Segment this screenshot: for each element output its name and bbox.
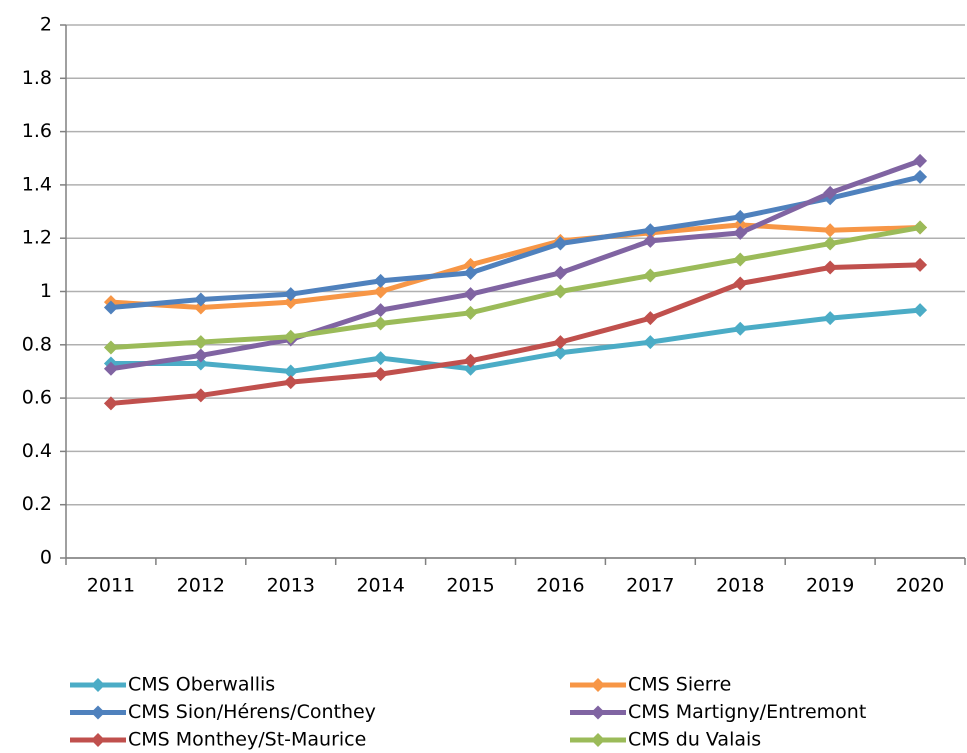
data-point bbox=[373, 316, 388, 331]
y-tick-label: 1.4 bbox=[22, 173, 52, 195]
data-point bbox=[463, 287, 478, 302]
y-tick-label: 0 bbox=[40, 547, 52, 569]
data-point bbox=[283, 364, 298, 379]
x-tick-label: 2013 bbox=[267, 575, 315, 597]
data-point bbox=[463, 361, 478, 376]
data-point bbox=[733, 209, 748, 224]
data-point bbox=[553, 236, 568, 251]
data-point bbox=[913, 303, 928, 318]
data-point bbox=[913, 257, 928, 272]
data-point bbox=[193, 356, 208, 371]
legend-marker bbox=[591, 705, 605, 720]
x-tick-label: 2017 bbox=[626, 575, 674, 597]
data-point bbox=[553, 284, 568, 299]
data-point bbox=[553, 335, 568, 350]
x-tick-label: 2011 bbox=[87, 575, 135, 597]
x-tick-label: 2014 bbox=[356, 575, 404, 597]
legend-label: CMS Sierre bbox=[628, 674, 731, 696]
data-point bbox=[283, 375, 298, 390]
series-line bbox=[110, 225, 921, 350]
data-point bbox=[823, 236, 838, 251]
data-point bbox=[373, 367, 388, 382]
data-point bbox=[103, 340, 118, 355]
legend-label: CMS Oberwallis bbox=[128, 674, 275, 696]
legend-label: CMS du Valais bbox=[628, 729, 761, 751]
x-tick-label: 2020 bbox=[896, 575, 944, 597]
data-point bbox=[823, 311, 838, 326]
data-point bbox=[193, 292, 208, 307]
y-tick-label: 0.4 bbox=[22, 440, 52, 462]
y-tick-label: 1.8 bbox=[22, 67, 52, 89]
y-tick-label: 0.2 bbox=[22, 493, 52, 515]
data-point bbox=[913, 169, 928, 184]
x-tick-label: 2015 bbox=[446, 575, 494, 597]
data-point bbox=[733, 225, 748, 240]
legend-marker bbox=[91, 705, 105, 720]
data-point bbox=[463, 257, 478, 272]
data-point bbox=[913, 153, 928, 168]
data-point bbox=[373, 273, 388, 288]
y-tick-label: 1.6 bbox=[22, 120, 52, 142]
data-point bbox=[643, 223, 658, 238]
data-point bbox=[643, 233, 658, 248]
legend-label: CMS Martigny/Entremont bbox=[628, 701, 866, 723]
legend-marker bbox=[591, 678, 605, 692]
data-point bbox=[103, 300, 118, 315]
data-point bbox=[193, 348, 208, 363]
data-point bbox=[643, 268, 658, 283]
legend-marker bbox=[91, 733, 105, 747]
y-tick-label: 1 bbox=[40, 280, 52, 302]
data-point bbox=[373, 351, 388, 366]
data-point bbox=[823, 185, 838, 200]
data-point bbox=[193, 388, 208, 403]
legend-marker bbox=[91, 678, 105, 692]
data-point bbox=[373, 303, 388, 318]
series-line bbox=[110, 262, 921, 406]
series-line bbox=[110, 307, 921, 374]
data-point bbox=[733, 321, 748, 336]
x-tick-label: 2018 bbox=[716, 575, 764, 597]
data-point bbox=[553, 345, 568, 360]
data-point bbox=[283, 295, 298, 310]
data-point bbox=[823, 223, 838, 238]
series-line bbox=[110, 222, 921, 310]
data-point bbox=[463, 305, 478, 320]
legend-label: CMS Sion/Hérens/Conthey bbox=[128, 701, 376, 723]
y-tick-label: 1.2 bbox=[22, 227, 52, 249]
data-point bbox=[283, 329, 298, 344]
y-tick-label: 0.8 bbox=[22, 333, 52, 355]
data-point bbox=[373, 284, 388, 299]
x-tick-label: 2012 bbox=[177, 575, 225, 597]
series-line bbox=[110, 158, 921, 372]
data-point bbox=[643, 335, 658, 350]
series-line bbox=[110, 174, 921, 310]
data-point bbox=[733, 217, 748, 232]
data-point bbox=[553, 265, 568, 280]
data-point bbox=[913, 220, 928, 235]
data-point bbox=[823, 260, 838, 275]
data-point bbox=[193, 335, 208, 350]
y-tick-label: 2 bbox=[40, 14, 52, 36]
data-point bbox=[103, 396, 118, 411]
y-tick-label: 0.6 bbox=[22, 387, 52, 409]
x-tick-label: 2016 bbox=[536, 575, 584, 597]
data-point bbox=[193, 300, 208, 315]
legend-marker bbox=[591, 733, 605, 747]
data-point bbox=[283, 287, 298, 302]
x-tick-label: 2019 bbox=[806, 575, 854, 597]
data-point bbox=[463, 265, 478, 280]
legend-label: CMS Monthey/St-Maurice bbox=[128, 729, 366, 751]
data-point bbox=[733, 276, 748, 291]
data-point bbox=[463, 353, 478, 368]
data-point bbox=[643, 311, 658, 326]
data-point bbox=[733, 252, 748, 267]
data-point bbox=[103, 361, 118, 376]
